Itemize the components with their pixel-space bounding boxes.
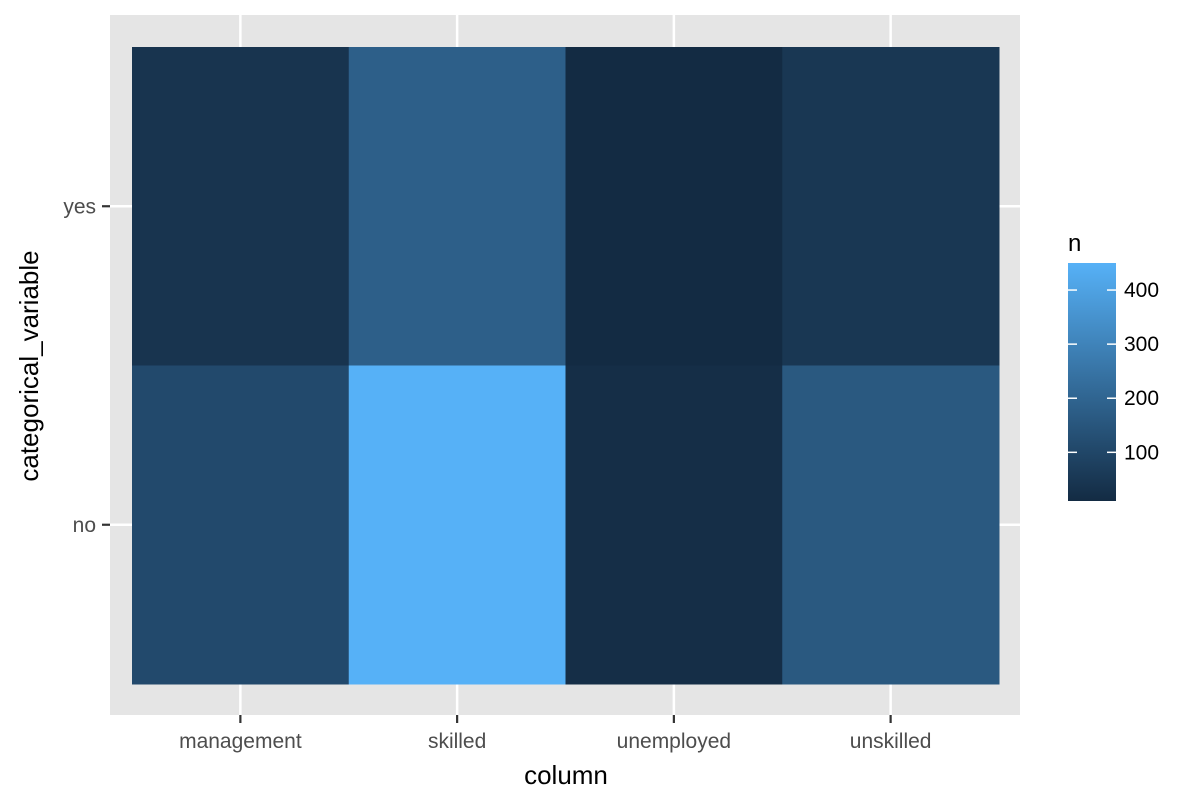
heatmap-cell-unskilled-no [782,365,1000,685]
heatmap-cell-skilled-no [348,365,566,685]
heatmap-cells [132,47,1000,685]
heatmap-cell-unemployed-yes [565,47,783,366]
heatmap-cell-unemployed-no [565,365,783,685]
legend-colorbar [1068,263,1116,501]
x-tick-label-management: management [179,730,302,753]
x-axis-title: column [524,760,608,790]
y-tick-label-yes: yes [63,195,96,218]
x-tick-label-unskilled: unskilled [850,730,932,753]
legend-ticks: 100 200 300 400 [1068,279,1159,464]
legend-tick-label: 300 [1124,333,1159,356]
heatmap-cell-skilled-yes [348,47,566,366]
heatmap-cell-management-no [132,365,350,685]
legend-tick-label: 400 [1124,279,1159,302]
legend: n 100 200 300 400 [1068,230,1159,501]
axes: management skilled unemployed unskilled no ye… [63,195,931,753]
legend-tick-label: 100 [1124,441,1159,464]
y-tick-label-no: no [73,514,96,537]
x-tick-label-skilled: skilled [428,730,486,753]
x-tick-label-unemployed: unemployed [617,730,731,753]
heatmap-cell-unskilled-yes [782,47,1000,366]
heatmap-cell-management-yes [132,47,350,366]
y-axis-title: categorical_variable [14,250,44,481]
legend-title: n [1068,230,1081,257]
legend-tick-label: 200 [1124,387,1159,410]
